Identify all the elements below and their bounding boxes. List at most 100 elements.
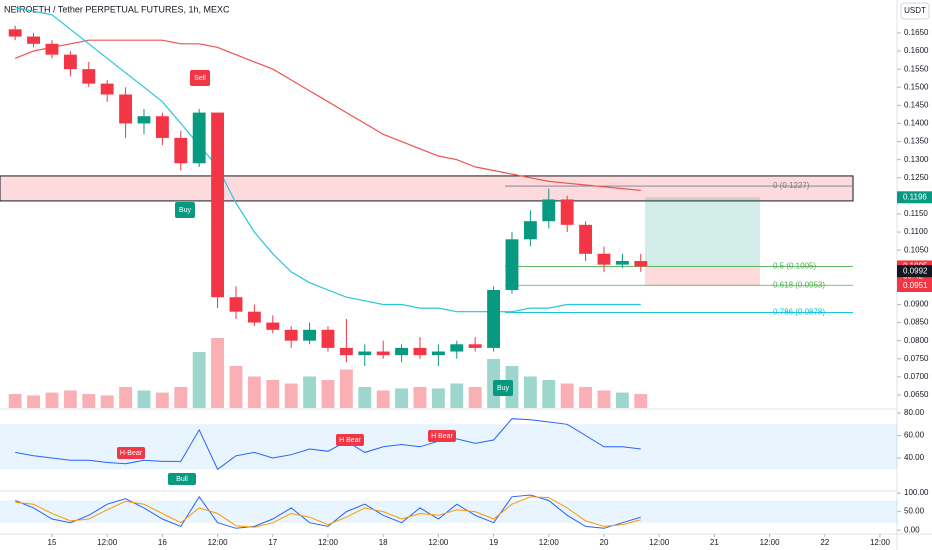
currency-box[interactable] (900, 2, 930, 20)
x-tick-label: 22 (820, 538, 829, 547)
candle-body (100, 83, 114, 95)
volume-bar (27, 395, 41, 408)
volume-bar (450, 383, 464, 408)
y-tick-label: 0.0800 (904, 336, 929, 345)
x-tick-label: 18 (379, 538, 388, 547)
y-tick-label: 0.1100 (904, 227, 928, 236)
candle-body (468, 344, 482, 348)
y-tick-label: 0.0650 (904, 390, 929, 399)
y-tick-label: 0.0700 (904, 372, 929, 381)
candle-body (284, 329, 298, 341)
signal-badge (190, 70, 210, 86)
x-tick-label: 12:00 (208, 538, 229, 547)
price-tag (897, 279, 932, 292)
stoch-tick-label: 100.00 (904, 488, 929, 497)
volume-bar (560, 383, 574, 408)
resistance-zone (0, 175, 854, 202)
candle-body (82, 69, 96, 84)
y-tick-label: 0.0900 (904, 300, 929, 309)
candle-body (266, 322, 280, 330)
price-tag-label: 0.0992 (903, 266, 928, 275)
volume-bar (542, 380, 556, 408)
y-tick-label: 0.1300 (904, 155, 929, 164)
volume-bar (137, 390, 151, 408)
candle-body (634, 261, 648, 267)
ma-line (14, 39, 641, 191)
volume-bar (211, 338, 225, 408)
volume-bar (431, 388, 445, 408)
y-tick-label: 0.1600 (904, 46, 929, 55)
candle-body (303, 329, 317, 341)
x-tick-label: 12:00 (649, 538, 670, 547)
chart-title: NEIROETH / Tether PERPETUAL FUTURES, 1h,… (4, 4, 230, 14)
volume-bar (192, 352, 206, 408)
x-tick-label: 20 (600, 538, 609, 547)
stoch-tick-label: 50.00 (904, 507, 925, 516)
divergence-badge (117, 447, 145, 459)
fib-label: 0.786 (0.0878) (773, 308, 825, 317)
x-tick-label: 21 (710, 538, 719, 547)
candle-body (487, 289, 501, 348)
volume-bar (229, 366, 243, 408)
volume-bar (376, 390, 390, 408)
x-tick-label: 12:00 (539, 538, 560, 547)
volume-bar (468, 387, 482, 408)
y-tick-label: 0.1050 (904, 245, 929, 254)
x-tick-label: 12:00 (870, 538, 891, 547)
fib-label: 0.618 (0.0953) (773, 280, 825, 289)
candle-body (395, 347, 409, 356)
ma-line (15, 7, 641, 313)
stop-area (645, 266, 760, 286)
y-tick-label: 0.1650 (904, 28, 929, 37)
candle-body (321, 329, 335, 348)
divergence-label: Bull (176, 476, 188, 483)
candle-body (229, 297, 243, 312)
candle-body (155, 116, 169, 138)
divergence-badge (336, 434, 364, 446)
candle-body (560, 199, 574, 225)
stoch-tick-label: 0.00 (904, 525, 920, 534)
volume-bar (321, 380, 335, 408)
divergence-badge (428, 430, 456, 442)
y-tick-label: 0.1400 (904, 119, 929, 128)
stoch-band (0, 500, 897, 523)
volume-bar (8, 394, 22, 408)
candle-body (431, 351, 445, 356)
candle-body (63, 54, 77, 70)
volume-bar (63, 390, 77, 408)
candle-body (542, 199, 556, 222)
volume-bar (615, 392, 629, 408)
signal-label: Buy (179, 207, 192, 214)
rsi-line (15, 418, 641, 471)
volume-bar (339, 369, 353, 408)
volume-bar (413, 387, 427, 408)
volume-bar (358, 387, 372, 408)
candle-body (450, 344, 464, 352)
y-tick-label: 0.0750 (904, 354, 929, 363)
x-tick-label: 12:00 (760, 538, 781, 547)
candle-body (505, 239, 519, 290)
x-tick-label: 17 (268, 538, 277, 547)
y-tick-label: 0.1250 (904, 173, 929, 182)
y-tick-label: 0.0850 (904, 318, 929, 327)
y-tick-label: 0.1550 (904, 64, 929, 73)
candle-body (523, 221, 537, 240)
x-tick-label: 19 (489, 538, 498, 547)
candle-body (376, 351, 390, 356)
x-tick-label: 12:00 (97, 538, 118, 547)
volume-bar (100, 395, 114, 408)
volume-bar (597, 390, 611, 408)
signal-label: Buy (497, 385, 510, 392)
rsi-tick-label: 80.00 (904, 408, 925, 417)
candle-body (339, 347, 353, 356)
candle-body (413, 347, 427, 356)
candle-body (119, 94, 133, 124)
volume-bar (119, 387, 133, 408)
signal-badge (493, 380, 513, 396)
volume-bar (247, 376, 261, 408)
candle-body (211, 112, 225, 298)
volume-bar (266, 380, 280, 408)
volume-bar (634, 394, 648, 408)
price-tag (897, 191, 932, 204)
